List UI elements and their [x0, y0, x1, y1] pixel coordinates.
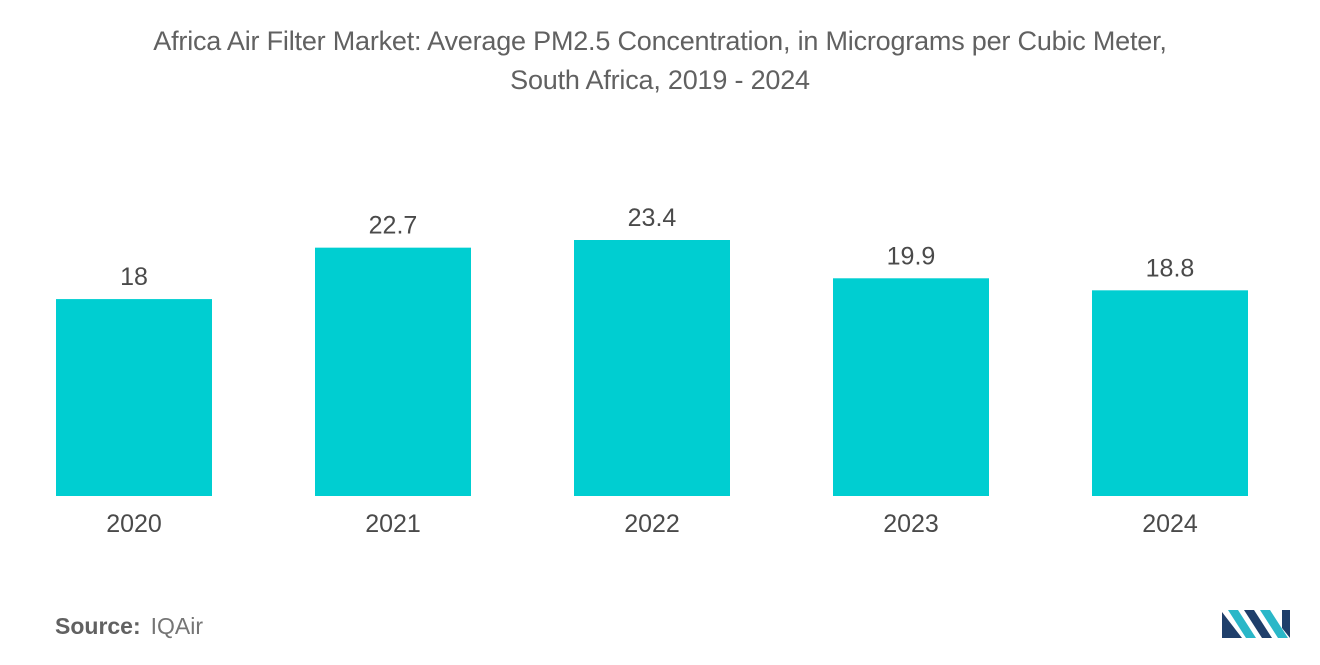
- logo-shape-1: [1222, 612, 1242, 638]
- category-label-2020: 2020: [106, 510, 162, 538]
- logo-shape-2: [1228, 610, 1256, 638]
- category-label-2023: 2023: [883, 510, 939, 538]
- logo-shape-5: [1282, 610, 1290, 638]
- chart-title-line-1: Africa Air Filter Market: Average PM2.5 …: [153, 26, 1167, 56]
- chart-title-line-2: South Africa, 2019 - 2024: [510, 65, 810, 95]
- value-label-2023: 19.9: [887, 242, 936, 270]
- value-label-2022: 23.4: [628, 204, 677, 232]
- mordor-intelligence-logo-icon: [1222, 610, 1290, 638]
- value-label-2024: 18.8: [1146, 254, 1195, 282]
- category-label-2024: 2024: [1142, 510, 1198, 538]
- category-label-2021: 2021: [365, 510, 421, 538]
- bar-2021: [315, 247, 471, 496]
- value-label-2021: 22.7: [369, 212, 418, 240]
- logo-shape-4: [1260, 610, 1288, 638]
- value-label-2020: 18: [120, 263, 148, 291]
- source-note: Source: IQAir: [55, 613, 203, 640]
- source-label: Source:: [55, 613, 141, 639]
- bar-2020: [56, 299, 212, 496]
- chart-title: Africa Air Filter Market: Average PM2.5 …: [0, 22, 1320, 100]
- category-label-2022: 2022: [624, 510, 680, 538]
- logo-shape-3: [1244, 610, 1272, 638]
- bar-2024: [1092, 290, 1248, 496]
- bar-2023: [833, 278, 989, 496]
- source-value: IQAir: [150, 613, 204, 639]
- bar-2022: [574, 240, 730, 496]
